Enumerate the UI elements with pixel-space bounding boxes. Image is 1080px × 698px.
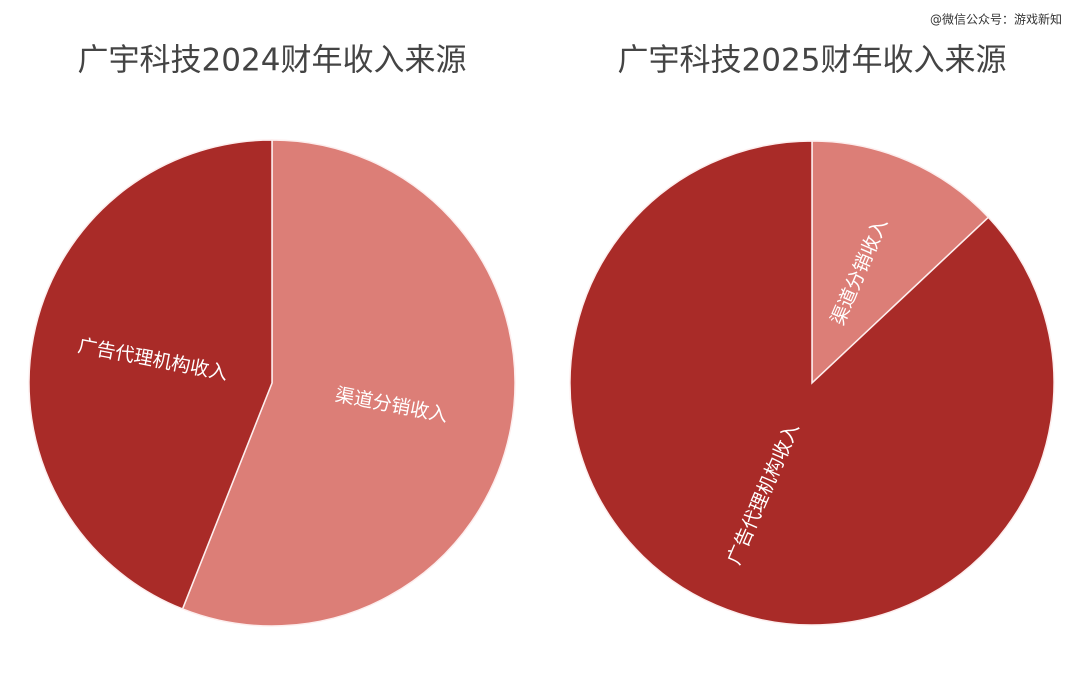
pie-slice xyxy=(569,140,1055,626)
chart-title: 广宇科技2025财年收入来源 xyxy=(618,43,1007,79)
pie-slice xyxy=(28,139,273,610)
watermark: @微信公众号：游戏新知 xyxy=(930,12,1062,27)
pie-slice xyxy=(811,140,990,385)
pie-slice xyxy=(181,139,516,627)
chart-title: 广宇科技2024财年收入来源 xyxy=(78,43,467,79)
